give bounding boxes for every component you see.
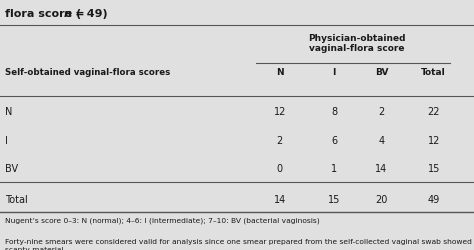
Text: flora score (: flora score ( — [5, 9, 81, 19]
Text: 15: 15 — [328, 194, 340, 204]
Text: BV: BV — [375, 68, 388, 76]
Text: 22: 22 — [428, 106, 440, 116]
Text: N: N — [5, 106, 12, 116]
Text: 4: 4 — [379, 135, 384, 145]
Text: Nugent’s score 0–3: N (normal); 4–6: I (intermediate); 7–10: BV (bacterial vagin: Nugent’s score 0–3: N (normal); 4–6: I (… — [5, 216, 319, 223]
Text: Forty-nine smears were considered valid for analysis since one smear prepared fr: Forty-nine smears were considered valid … — [5, 238, 472, 250]
Text: Total: Total — [421, 68, 446, 76]
Text: 15: 15 — [428, 164, 440, 174]
Text: 1: 1 — [331, 164, 337, 174]
Text: 14: 14 — [375, 164, 388, 174]
Text: 14: 14 — [273, 194, 286, 204]
Text: = 49): = 49) — [73, 9, 108, 19]
Text: I: I — [5, 135, 8, 145]
Text: Physician-obtained
vaginal-flora score: Physician-obtained vaginal-flora score — [308, 34, 405, 53]
Text: 6: 6 — [331, 135, 337, 145]
Text: n: n — [64, 9, 72, 19]
Text: 12: 12 — [273, 106, 286, 116]
Text: Total: Total — [5, 194, 27, 204]
Text: 0: 0 — [277, 164, 283, 174]
Text: I: I — [332, 68, 336, 76]
Text: 12: 12 — [428, 135, 440, 145]
Text: 2: 2 — [276, 135, 283, 145]
Text: N: N — [276, 68, 283, 76]
Text: 8: 8 — [331, 106, 337, 116]
Text: 49: 49 — [428, 194, 440, 204]
Text: Self-obtained vaginal-flora scores: Self-obtained vaginal-flora scores — [5, 68, 170, 76]
Text: 20: 20 — [375, 194, 388, 204]
Text: 2: 2 — [378, 106, 385, 116]
Text: BV: BV — [5, 164, 18, 174]
